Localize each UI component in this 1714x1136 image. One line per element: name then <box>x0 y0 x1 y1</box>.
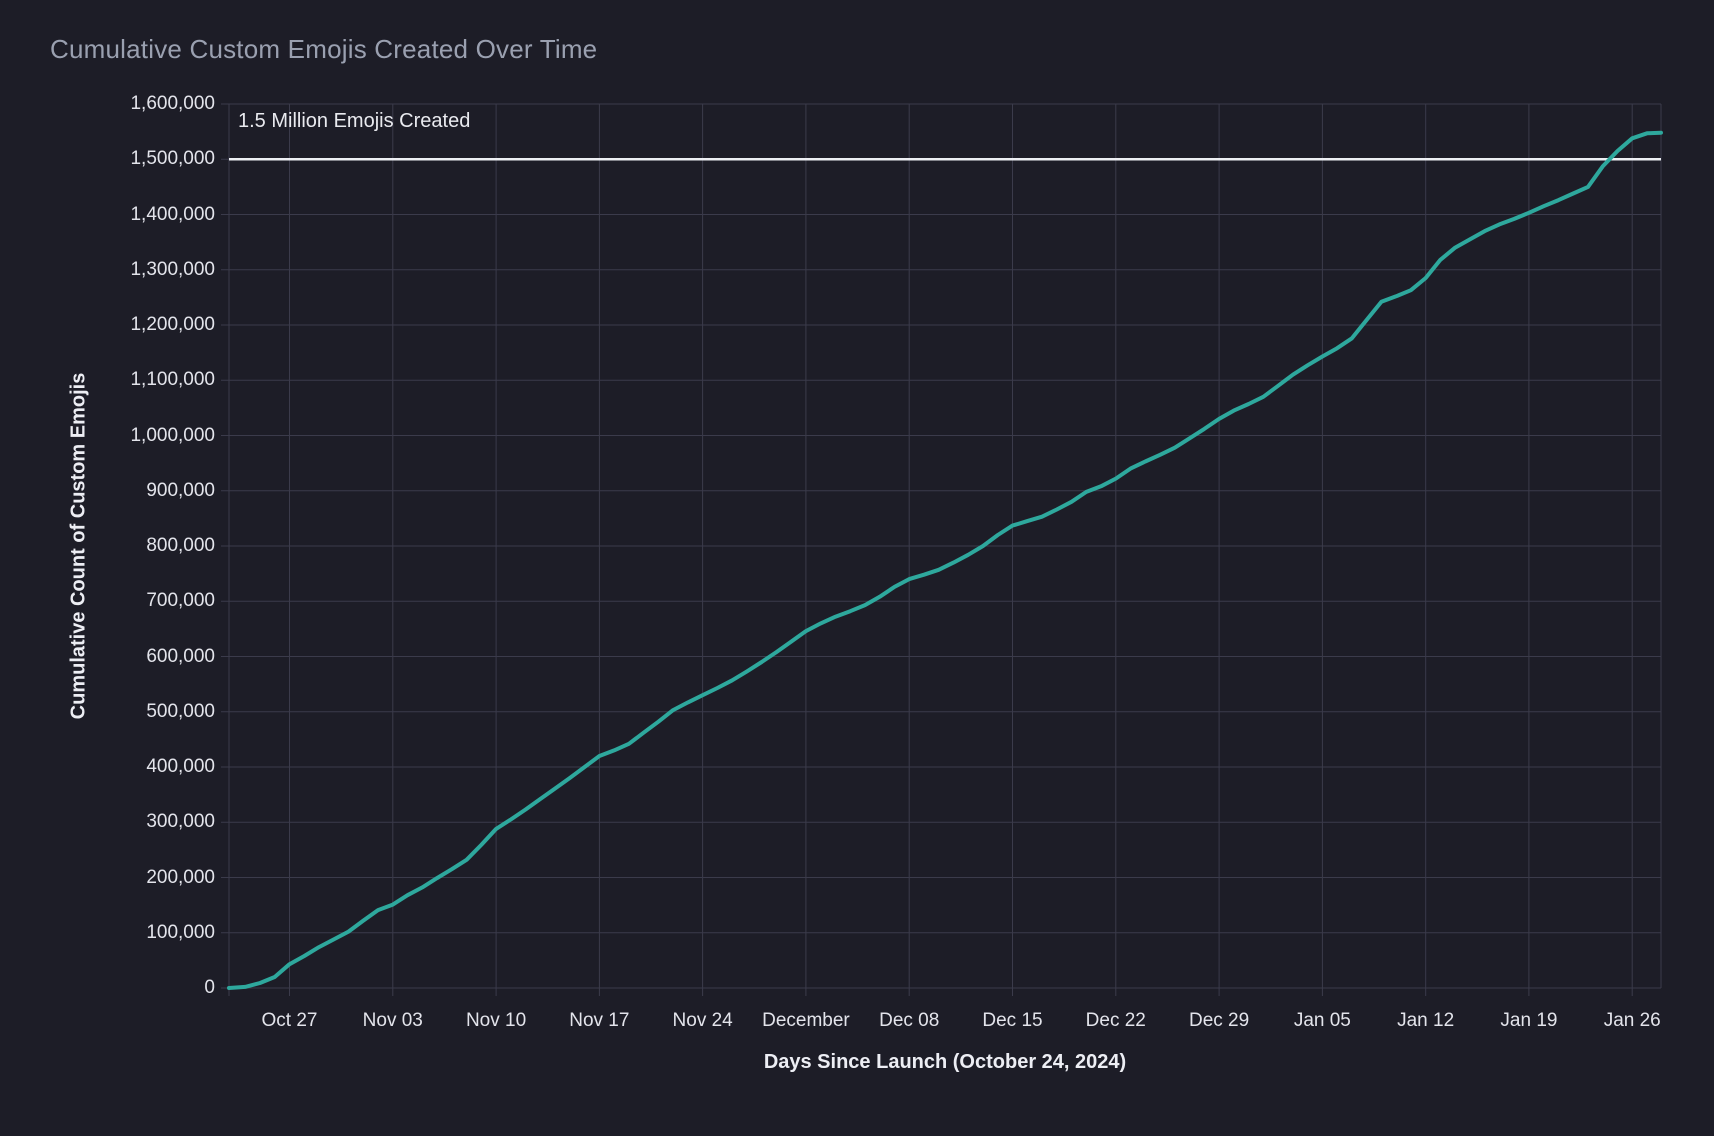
x-tick-label: Dec 08 <box>879 1010 940 1031</box>
x-tick-label: Dec 29 <box>1188 1010 1250 1031</box>
x-tick-label: Dec 15 <box>982 1010 1043 1031</box>
x-tick-label: Nov 10 <box>465 1010 527 1031</box>
x-tick-label: Dec 22 <box>1085 1010 1146 1031</box>
y-tick-label: 1,000,000 <box>130 424 215 446</box>
y-tick-label: 900,000 <box>146 479 215 501</box>
y-tick-label: 1,100,000 <box>130 369 215 391</box>
y-tick-label: 700,000 <box>146 590 215 612</box>
y-axis-title: Cumulative Count of Custom Emojis <box>67 372 90 720</box>
chart-title: Cumulative Custom Emojis Created Over Ti… <box>50 34 598 64</box>
threshold-annotation-label: 1.5 Million Emojis Created <box>238 110 471 132</box>
y-tick-label: 1,300,000 <box>130 258 215 280</box>
y-tick-label: 1,500,000 <box>130 148 215 170</box>
y-tick-label: 400,000 <box>146 756 215 777</box>
y-tick-label: 300,000 <box>146 811 215 833</box>
x-tick-label: Nov 03 <box>362 1010 423 1031</box>
y-tick-label: 600,000 <box>146 645 215 667</box>
series-line <box>227 130 1663 990</box>
x-axis-title: Days Since Launch (October 24, 2024) <box>763 1051 1127 1073</box>
x-tick-label: December <box>762 1010 850 1031</box>
x-tick-label: Jan 12 <box>1397 1010 1455 1031</box>
y-tick-label: 0 <box>204 977 215 998</box>
y-tick-label: 800,000 <box>146 535 215 556</box>
x-tick-label: Nov 24 <box>672 1010 733 1031</box>
x-tick-label: Oct 27 <box>261 1010 318 1031</box>
x-tick-label: Jan 19 <box>1500 1010 1558 1031</box>
y-tick-label: 200,000 <box>146 866 215 888</box>
x-tick-label: Jan 26 <box>1603 1010 1661 1031</box>
y-tick-label: 1,400,000 <box>130 203 215 225</box>
y-tick-label: 1,600,000 <box>130 93 215 114</box>
x-tick-label: Jan 05 <box>1293 1010 1351 1031</box>
y-tick-label: 1,200,000 <box>130 314 215 335</box>
y-tick-label: 500,000 <box>146 700 215 722</box>
x-tick-label: Nov 17 <box>569 1010 630 1031</box>
y-tick-label: 100,000 <box>146 921 215 943</box>
